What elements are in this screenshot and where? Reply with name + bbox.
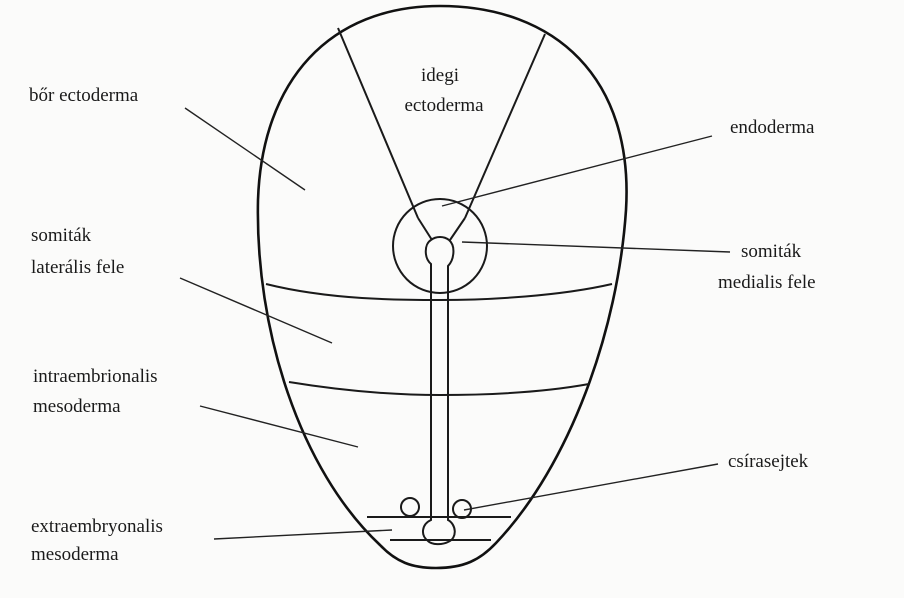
label-somitak-medialis-line1: somiták	[741, 241, 802, 262]
label-intraembrionalis-line2: mesoderma	[33, 396, 121, 417]
embryo-outline	[256, 4, 628, 570]
leader-bor-ectoderma	[184, 107, 306, 191]
label-somitak-lateralis-line1: somiták	[31, 225, 92, 246]
rod-junction-lines	[417, 217, 466, 241]
label-endoderma: endoderma	[730, 117, 815, 138]
label-csirasejtek: csírasejtek	[728, 451, 809, 472]
leader-somitak-medialis	[461, 241, 731, 253]
leader-intraembrionalis	[199, 405, 359, 448]
label-somitak-medialis-line2: medialis fele	[718, 272, 816, 293]
label-extraembryonalis-line1: extraembryonalis	[31, 516, 163, 537]
label-idegi-ectoderma-line1: idegi	[421, 65, 459, 86]
leader-csirasejtek	[463, 463, 719, 511]
label-somitak-lateralis-line2: laterális fele	[31, 257, 124, 278]
label-idegi-ectoderma-line2: ectoderma	[404, 95, 484, 116]
label-intraembrionalis-line1: intraembrionalis	[33, 366, 158, 387]
germ-cell-left	[400, 497, 420, 517]
leader-somitak-lateralis	[179, 277, 333, 344]
band-boundary-upper	[265, 283, 613, 302]
label-extraembryonalis-line2: mesoderma	[31, 544, 119, 565]
neural-ectoderm-wedge	[337, 27, 546, 219]
leader-extraembryonalis	[213, 529, 393, 540]
band-boundary-lower	[288, 381, 590, 397]
leader-endoderma	[441, 135, 713, 207]
label-bor-ectoderma: bőr ectoderma	[29, 85, 139, 106]
somite-medial-circle	[392, 198, 488, 294]
